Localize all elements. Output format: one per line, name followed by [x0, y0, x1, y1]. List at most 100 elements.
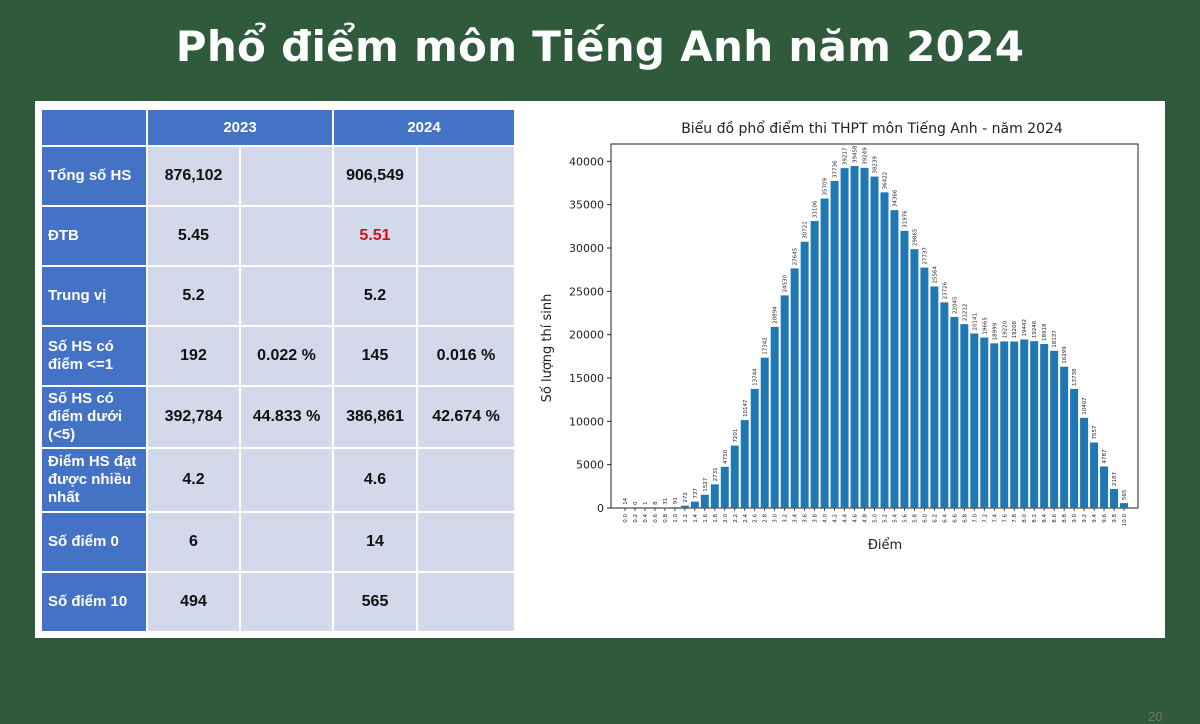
- data-label: 38239: [873, 156, 879, 174]
- x-tick-label: 0.6: [653, 514, 659, 523]
- x-axis-label: Điểm: [868, 538, 902, 553]
- value-2023: 5.2: [147, 266, 240, 326]
- data-label: 7201: [733, 429, 739, 443]
- value-2023: 4.2: [147, 448, 240, 512]
- x-tick-label: 3.6: [803, 514, 809, 523]
- x-tick-label: 4.4: [843, 514, 849, 523]
- bar: [1020, 340, 1028, 509]
- bar: [841, 168, 849, 508]
- x-tick-label: 3.0: [773, 514, 779, 523]
- data-label: 27645: [793, 247, 799, 265]
- bar: [721, 467, 729, 508]
- y-axis-label: Số lượng thí sinh: [540, 294, 555, 403]
- x-tick-label: 3.8: [813, 514, 819, 523]
- bar: [741, 420, 749, 508]
- x-tick-label: 7.0: [972, 514, 978, 523]
- data-label: 18137: [1052, 330, 1058, 348]
- data-label: 1527: [703, 477, 709, 491]
- x-tick-label: 8.8: [1062, 514, 1068, 523]
- bar: [1030, 341, 1038, 508]
- x-tick-label: 4.2: [833, 514, 839, 523]
- data-label: 19220: [1002, 320, 1008, 338]
- value-2023: 392,784: [147, 386, 240, 448]
- data-label: 1: [643, 501, 649, 505]
- percent-2023: [240, 448, 333, 512]
- page-title: Phổ điểm môn Tiếng Anh năm 2024: [0, 22, 1200, 71]
- bar: [691, 502, 699, 508]
- value-2023: 876,102: [147, 146, 240, 206]
- bar: [781, 295, 789, 508]
- x-tick-label: 5.0: [873, 514, 879, 523]
- bar: [1060, 367, 1068, 508]
- x-tick-label: 0.2: [633, 514, 639, 523]
- bar: [990, 343, 998, 508]
- value-2023: 192: [147, 326, 240, 386]
- data-label: 13744: [753, 368, 759, 386]
- x-tick-label: 7.8: [1012, 514, 1018, 523]
- data-label: 36422: [882, 172, 888, 190]
- bar: [851, 166, 859, 508]
- data-label: 25564: [932, 265, 938, 283]
- data-label: 20141: [972, 313, 978, 331]
- bar: [761, 358, 769, 508]
- x-tick-label: 2.0: [723, 514, 729, 523]
- x-tick-label: 8.0: [1022, 514, 1028, 523]
- percent-2024: [417, 572, 515, 632]
- bar: [791, 268, 799, 508]
- data-label: 8: [653, 501, 659, 505]
- bar: [861, 168, 869, 508]
- data-label: 19208: [1012, 321, 1018, 339]
- bar: [811, 221, 819, 508]
- bar: [711, 484, 719, 508]
- x-tick-label: 4.0: [823, 514, 829, 523]
- stats-table: 2023 2024 Tổng số HS 876,102 906,549 ĐTB…: [40, 108, 516, 633]
- row-label: Số HS có điểm dưới (<5): [41, 386, 147, 448]
- data-label: 18918: [1042, 323, 1048, 341]
- x-tick-label: 0.4: [643, 514, 649, 523]
- percent-2024: 42.674 %: [417, 386, 515, 448]
- x-tick-label: 9.0: [1072, 514, 1078, 523]
- value-2024: 145: [333, 326, 417, 386]
- y-tick-label: 5000: [576, 459, 604, 472]
- data-label: 2731: [713, 467, 719, 481]
- x-tick-label: 7.6: [1002, 514, 1008, 523]
- value-2024: 14: [333, 512, 417, 572]
- data-label: 37736: [833, 160, 839, 178]
- x-tick-label: 1.0: [673, 514, 679, 523]
- percent-2023: [240, 146, 333, 206]
- bar: [1000, 341, 1008, 508]
- table-row: Số HS có điểm <=1 192 0.022 % 145 0.016 …: [41, 326, 515, 386]
- data-label: 7557: [1092, 425, 1098, 439]
- bar: [1080, 418, 1088, 508]
- x-tick-label: 1.6: [703, 514, 709, 523]
- data-label: 35709: [823, 178, 829, 196]
- x-tick-label: 1.8: [713, 514, 719, 523]
- data-label: 16299: [1062, 346, 1068, 364]
- bar: [821, 199, 829, 508]
- plot-area: 0500010000150002000025000300003500040000…: [569, 144, 1138, 526]
- x-tick-label: 2.4: [743, 514, 749, 523]
- data-label: 30721: [803, 221, 809, 239]
- percent-2023: [240, 206, 333, 266]
- data-label: 19665: [982, 317, 988, 335]
- x-tick-label: 6.2: [932, 514, 938, 523]
- bar: [1070, 389, 1078, 508]
- x-tick-label: 9.2: [1082, 514, 1088, 523]
- data-label: 4787: [1102, 449, 1108, 463]
- x-tick-label: 3.4: [793, 514, 799, 523]
- data-label: 27737: [922, 247, 928, 265]
- x-tick-label: 8.6: [1052, 514, 1058, 523]
- x-tick-label: 6.8: [962, 514, 968, 523]
- x-tick-label: 9.4: [1092, 514, 1098, 523]
- data-label: 19246: [1032, 320, 1038, 338]
- data-label: 2187: [1112, 472, 1118, 486]
- data-label: 19442: [1022, 319, 1028, 337]
- data-label: 31976: [902, 210, 908, 228]
- bar: [900, 231, 908, 508]
- row-label: Tổng số HS: [41, 146, 147, 206]
- percent-2023: 0.022 %: [240, 326, 333, 386]
- y-tick-label: 0: [597, 502, 604, 515]
- x-tick-label: 0.0: [623, 514, 629, 523]
- x-tick-label: 5.8: [912, 514, 918, 523]
- data-label: 39217: [843, 147, 849, 165]
